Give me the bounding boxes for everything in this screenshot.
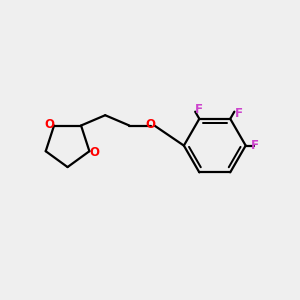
Text: O: O (44, 118, 54, 131)
Text: F: F (195, 103, 203, 116)
Text: O: O (146, 118, 155, 130)
Text: F: F (235, 107, 242, 120)
Text: O: O (89, 146, 99, 159)
Text: F: F (250, 139, 259, 152)
